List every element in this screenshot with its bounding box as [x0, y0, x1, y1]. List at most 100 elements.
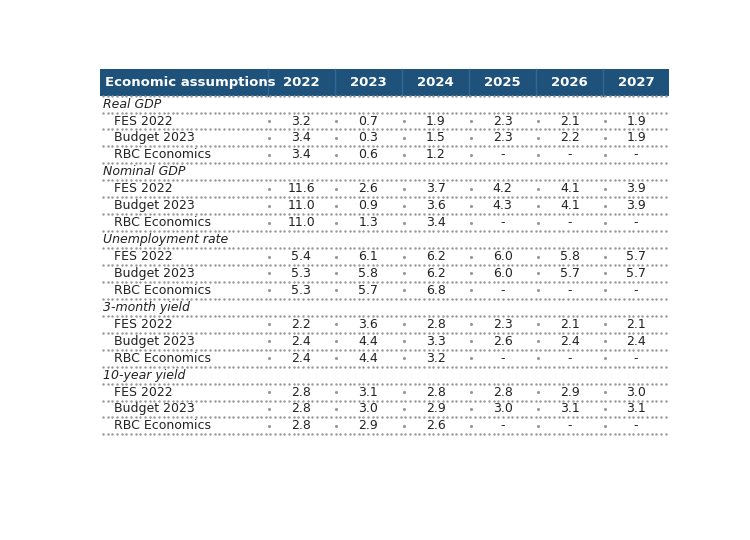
- Text: FES 2022: FES 2022: [114, 183, 172, 195]
- Text: FES 2022: FES 2022: [114, 114, 172, 127]
- Text: 0.6: 0.6: [358, 148, 379, 161]
- Text: 5.3: 5.3: [292, 267, 311, 280]
- Text: 6.8: 6.8: [426, 284, 445, 297]
- Text: 5.4: 5.4: [292, 250, 311, 263]
- Text: 4.4: 4.4: [358, 335, 378, 348]
- Text: 2.4: 2.4: [292, 352, 311, 365]
- Text: 2.8: 2.8: [426, 386, 445, 399]
- Text: 1.3: 1.3: [358, 216, 378, 229]
- Text: Budget 2023: Budget 2023: [114, 131, 195, 144]
- Text: 5.8: 5.8: [358, 267, 379, 280]
- Text: 1.5: 1.5: [426, 131, 445, 144]
- Text: -: -: [634, 148, 638, 161]
- Text: 3.7: 3.7: [426, 183, 445, 195]
- Text: 2.9: 2.9: [358, 420, 378, 433]
- Text: 3.0: 3.0: [626, 386, 646, 399]
- Text: 2.3: 2.3: [493, 131, 512, 144]
- Text: 11.0: 11.0: [287, 216, 315, 229]
- Text: 5.3: 5.3: [292, 284, 311, 297]
- Text: 2024: 2024: [417, 76, 454, 89]
- Text: 2.4: 2.4: [292, 335, 311, 348]
- Text: -: -: [568, 148, 572, 161]
- Text: 2.8: 2.8: [493, 386, 513, 399]
- Text: 11.0: 11.0: [287, 199, 315, 212]
- Text: 2.6: 2.6: [493, 335, 512, 348]
- Text: 2.2: 2.2: [560, 131, 580, 144]
- Text: Economic assumptions: Economic assumptions: [104, 76, 275, 89]
- Text: 2.1: 2.1: [560, 318, 580, 331]
- Text: -: -: [500, 148, 505, 161]
- Text: -: -: [500, 352, 505, 365]
- Text: Budget 2023: Budget 2023: [114, 335, 195, 348]
- Text: 5.8: 5.8: [560, 250, 580, 263]
- Text: -: -: [634, 284, 638, 297]
- Text: Budget 2023: Budget 2023: [114, 199, 195, 212]
- Text: 5.7: 5.7: [358, 284, 379, 297]
- Text: 2.1: 2.1: [626, 318, 646, 331]
- Text: FES 2022: FES 2022: [114, 386, 172, 399]
- Text: 3.2: 3.2: [292, 114, 311, 127]
- Text: 1.9: 1.9: [626, 114, 646, 127]
- Text: -: -: [500, 216, 505, 229]
- Text: 6.0: 6.0: [493, 267, 513, 280]
- Text: 3.1: 3.1: [358, 386, 378, 399]
- Text: RBC Economics: RBC Economics: [114, 216, 211, 229]
- Text: 2.6: 2.6: [358, 183, 378, 195]
- Text: 2.8: 2.8: [292, 402, 311, 415]
- Text: 3.1: 3.1: [626, 402, 646, 415]
- Text: -: -: [500, 420, 505, 433]
- Text: -: -: [568, 284, 572, 297]
- Text: 4.4: 4.4: [358, 352, 378, 365]
- Text: 3.9: 3.9: [626, 199, 646, 212]
- Text: 1.2: 1.2: [426, 148, 445, 161]
- Text: 2.8: 2.8: [292, 386, 311, 399]
- Text: RBC Economics: RBC Economics: [114, 148, 211, 161]
- Text: 1.9: 1.9: [626, 131, 646, 144]
- Text: RBC Economics: RBC Economics: [114, 420, 211, 433]
- Text: 6.0: 6.0: [493, 250, 513, 263]
- Text: 3-month yield: 3-month yield: [103, 301, 190, 314]
- Text: 5.7: 5.7: [560, 267, 580, 280]
- Text: 2.1: 2.1: [560, 114, 580, 127]
- Text: 3.0: 3.0: [358, 402, 379, 415]
- Text: 4.2: 4.2: [493, 183, 512, 195]
- Text: 2.9: 2.9: [426, 402, 445, 415]
- Text: 2.2: 2.2: [292, 318, 311, 331]
- Text: -: -: [500, 284, 505, 297]
- Text: 3.4: 3.4: [426, 216, 445, 229]
- Text: 0.3: 0.3: [358, 131, 379, 144]
- Text: 4.1: 4.1: [560, 199, 580, 212]
- Text: 3.1: 3.1: [560, 402, 580, 415]
- Text: 11.6: 11.6: [287, 183, 315, 195]
- Text: -: -: [568, 420, 572, 433]
- Text: -: -: [634, 216, 638, 229]
- Bar: [100, 70, 669, 96]
- Text: 2.4: 2.4: [626, 335, 646, 348]
- Text: -: -: [568, 216, 572, 229]
- Text: 3.6: 3.6: [426, 199, 445, 212]
- Text: Budget 2023: Budget 2023: [114, 402, 195, 415]
- Text: 6.2: 6.2: [426, 250, 445, 263]
- Text: RBC Economics: RBC Economics: [114, 284, 211, 297]
- Text: 6.1: 6.1: [358, 250, 378, 263]
- Text: Nominal GDP: Nominal GDP: [103, 165, 185, 178]
- Text: 3.6: 3.6: [358, 318, 378, 331]
- Text: 2.4: 2.4: [560, 335, 580, 348]
- Text: 3.9: 3.9: [626, 183, 646, 195]
- Text: 10-year yield: 10-year yield: [103, 369, 185, 382]
- Text: 1.9: 1.9: [426, 114, 445, 127]
- Text: 4.3: 4.3: [493, 199, 512, 212]
- Text: 2023: 2023: [350, 76, 387, 89]
- Text: 3.0: 3.0: [493, 402, 513, 415]
- Text: 3.2: 3.2: [426, 352, 445, 365]
- Text: RBC Economics: RBC Economics: [114, 352, 211, 365]
- Text: 0.7: 0.7: [358, 114, 379, 127]
- Text: 3.3: 3.3: [426, 335, 445, 348]
- Text: 2.8: 2.8: [292, 420, 311, 433]
- Text: FES 2022: FES 2022: [114, 250, 172, 263]
- Text: Real GDP: Real GDP: [103, 98, 161, 111]
- Text: Budget 2023: Budget 2023: [114, 267, 195, 280]
- Text: 3.4: 3.4: [292, 131, 311, 144]
- Text: 2.3: 2.3: [493, 318, 512, 331]
- Text: 5.7: 5.7: [626, 267, 646, 280]
